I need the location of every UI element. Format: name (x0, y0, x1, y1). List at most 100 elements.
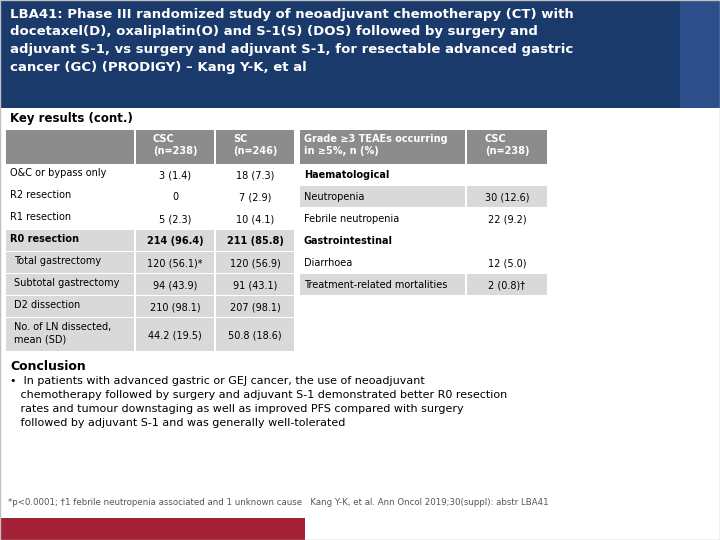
Text: 50.8 (18.6): 50.8 (18.6) (228, 330, 282, 340)
FancyBboxPatch shape (134, 296, 136, 318)
Text: 120 (56.9): 120 (56.9) (230, 258, 280, 268)
FancyBboxPatch shape (6, 251, 294, 252)
Text: 94 (43.9): 94 (43.9) (153, 280, 197, 290)
FancyBboxPatch shape (465, 130, 467, 164)
FancyBboxPatch shape (214, 130, 216, 164)
Text: 22 (9.2): 22 (9.2) (487, 214, 526, 224)
FancyBboxPatch shape (134, 230, 136, 252)
Text: 207 (98.1): 207 (98.1) (230, 302, 280, 312)
FancyBboxPatch shape (467, 130, 547, 164)
FancyBboxPatch shape (465, 164, 467, 186)
FancyBboxPatch shape (134, 186, 136, 208)
Text: R0 resection: R0 resection (10, 234, 79, 244)
FancyBboxPatch shape (6, 230, 294, 252)
Text: O&C or bypass only: O&C or bypass only (10, 168, 107, 178)
FancyBboxPatch shape (134, 130, 136, 164)
FancyBboxPatch shape (6, 317, 294, 318)
FancyBboxPatch shape (300, 164, 547, 186)
FancyBboxPatch shape (300, 229, 547, 230)
Text: 7 (2.9): 7 (2.9) (239, 192, 271, 202)
FancyBboxPatch shape (136, 130, 214, 164)
FancyBboxPatch shape (6, 295, 294, 296)
Text: Treatment-related mortalities: Treatment-related mortalities (304, 280, 447, 290)
FancyBboxPatch shape (300, 251, 547, 252)
Text: SC
(n=246): SC (n=246) (233, 134, 277, 157)
FancyBboxPatch shape (214, 186, 216, 208)
Text: Conclusion: Conclusion (10, 360, 86, 373)
FancyBboxPatch shape (6, 229, 294, 230)
Text: No. of LN dissected,
mean (SD): No. of LN dissected, mean (SD) (14, 322, 112, 345)
FancyBboxPatch shape (6, 318, 294, 352)
FancyBboxPatch shape (134, 164, 136, 186)
Text: 210 (98.1): 210 (98.1) (150, 302, 200, 312)
FancyBboxPatch shape (214, 318, 216, 352)
FancyBboxPatch shape (6, 164, 294, 186)
FancyBboxPatch shape (680, 0, 720, 108)
Text: 44.2 (19.5): 44.2 (19.5) (148, 330, 202, 340)
Text: 5 (2.3): 5 (2.3) (159, 214, 192, 224)
FancyBboxPatch shape (6, 252, 294, 274)
Text: Total gastrectomy: Total gastrectomy (14, 256, 101, 266)
FancyBboxPatch shape (300, 295, 547, 296)
FancyBboxPatch shape (6, 185, 294, 186)
FancyBboxPatch shape (134, 318, 136, 352)
FancyBboxPatch shape (214, 230, 216, 252)
FancyBboxPatch shape (214, 164, 216, 186)
FancyBboxPatch shape (300, 186, 547, 208)
FancyBboxPatch shape (6, 208, 294, 230)
FancyBboxPatch shape (216, 130, 294, 164)
Text: Febrile neutropenia: Febrile neutropenia (304, 214, 400, 224)
FancyBboxPatch shape (300, 164, 547, 165)
FancyBboxPatch shape (300, 207, 547, 208)
Text: LBA41: Phase III randomized study of neoadjuvant chemotherapy (CT) with
docetaxe: LBA41: Phase III randomized study of neo… (10, 8, 574, 73)
Text: R2 resection: R2 resection (10, 190, 71, 200)
FancyBboxPatch shape (134, 274, 136, 296)
Text: CSC
(n=238): CSC (n=238) (153, 134, 197, 157)
Text: Diarrhoea: Diarrhoea (304, 258, 352, 268)
Text: 214 (96.4): 214 (96.4) (147, 236, 203, 246)
FancyBboxPatch shape (465, 208, 467, 230)
FancyBboxPatch shape (300, 274, 547, 296)
FancyBboxPatch shape (300, 130, 465, 164)
Text: 0: 0 (172, 192, 178, 202)
Text: R1 resection: R1 resection (10, 212, 71, 222)
FancyBboxPatch shape (6, 186, 294, 208)
FancyBboxPatch shape (300, 230, 547, 252)
Text: Key results (cont.): Key results (cont.) (10, 112, 133, 125)
Text: 18 (7.3): 18 (7.3) (236, 170, 274, 180)
FancyBboxPatch shape (6, 273, 294, 274)
FancyBboxPatch shape (300, 252, 547, 274)
FancyBboxPatch shape (6, 274, 294, 296)
FancyBboxPatch shape (6, 207, 294, 208)
Text: 12 (5.0): 12 (5.0) (487, 258, 526, 268)
FancyBboxPatch shape (300, 185, 547, 186)
FancyBboxPatch shape (465, 274, 467, 296)
Text: 10 (4.1): 10 (4.1) (236, 214, 274, 224)
Text: 3 (1.4): 3 (1.4) (159, 170, 191, 180)
FancyBboxPatch shape (6, 164, 294, 165)
Text: CSC
(n=238): CSC (n=238) (485, 134, 529, 157)
Text: 2 (0.8)†: 2 (0.8)† (488, 280, 526, 290)
Text: 211 (85.8): 211 (85.8) (227, 236, 284, 246)
Text: 120 (56.1)*: 120 (56.1)* (148, 258, 203, 268)
FancyBboxPatch shape (0, 518, 305, 540)
FancyBboxPatch shape (214, 274, 216, 296)
FancyBboxPatch shape (214, 252, 216, 274)
FancyBboxPatch shape (465, 186, 467, 208)
FancyBboxPatch shape (465, 252, 467, 274)
FancyBboxPatch shape (6, 296, 294, 318)
Text: Subtotal gastrectomy: Subtotal gastrectomy (14, 278, 120, 288)
FancyBboxPatch shape (134, 252, 136, 274)
FancyBboxPatch shape (6, 130, 134, 164)
Text: Grade ≥3 TEAEs occurring
in ≥5%, n (%): Grade ≥3 TEAEs occurring in ≥5%, n (%) (304, 134, 448, 157)
FancyBboxPatch shape (134, 208, 136, 230)
Text: Neutropenia: Neutropenia (304, 192, 364, 202)
Text: *p<0.0001; †1 febrile neutropenia associated and 1 unknown cause   Kang Y-K, et : *p<0.0001; †1 febrile neutropenia associ… (8, 498, 549, 507)
Text: Gastrointestinal: Gastrointestinal (304, 236, 393, 246)
Text: Haematological: Haematological (304, 170, 390, 180)
FancyBboxPatch shape (300, 273, 547, 274)
FancyBboxPatch shape (214, 208, 216, 230)
FancyBboxPatch shape (214, 296, 216, 318)
Text: 30 (12.6): 30 (12.6) (485, 192, 529, 202)
Text: 91 (43.1): 91 (43.1) (233, 280, 277, 290)
